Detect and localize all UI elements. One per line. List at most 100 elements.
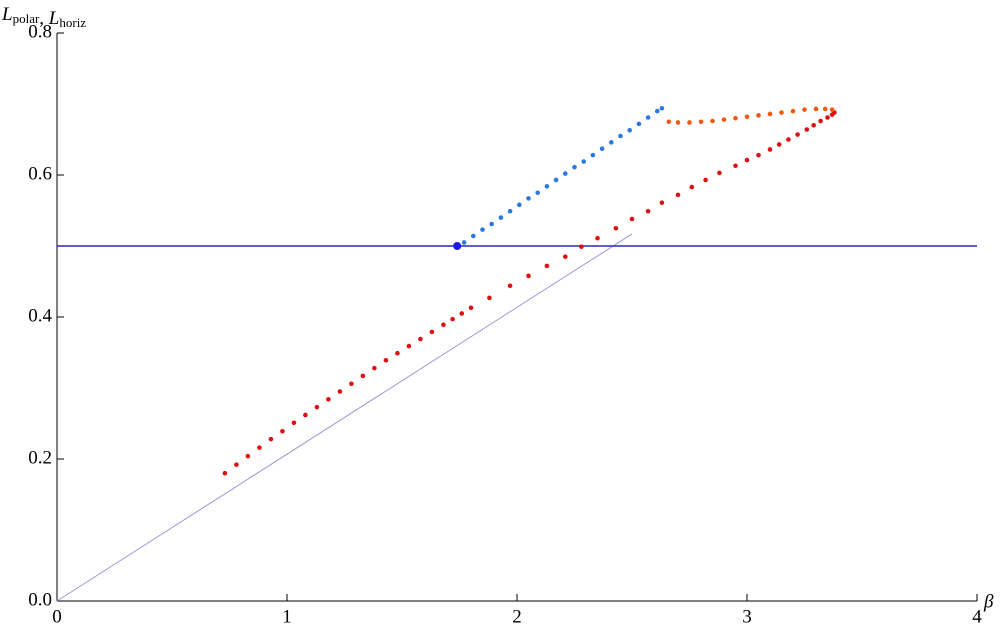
point xyxy=(687,120,692,125)
point xyxy=(825,115,830,120)
point xyxy=(395,350,400,356)
point xyxy=(507,208,513,214)
point xyxy=(666,119,672,125)
y-label-separator: , xyxy=(39,8,49,29)
point xyxy=(733,115,738,121)
point xyxy=(629,216,635,222)
point xyxy=(544,184,550,189)
x-axis-label: β xyxy=(983,591,994,612)
point xyxy=(234,462,239,467)
point xyxy=(291,420,297,426)
point xyxy=(581,159,586,164)
point xyxy=(595,235,600,241)
line xyxy=(56,233,633,602)
x-tick-label: 4 xyxy=(972,606,982,627)
point xyxy=(429,329,435,335)
point xyxy=(767,147,773,152)
point xyxy=(360,373,366,379)
point xyxy=(498,215,504,220)
point xyxy=(599,146,605,152)
point xyxy=(222,470,228,476)
point xyxy=(655,108,660,114)
point xyxy=(563,254,568,259)
point xyxy=(507,283,513,289)
point xyxy=(553,177,559,183)
point xyxy=(627,127,632,133)
point xyxy=(698,119,704,125)
point xyxy=(349,381,354,387)
point xyxy=(717,170,722,176)
point xyxy=(468,305,474,311)
point xyxy=(721,117,727,122)
point xyxy=(779,110,784,115)
point xyxy=(372,365,377,371)
point xyxy=(829,107,835,112)
point xyxy=(804,127,810,132)
point xyxy=(450,316,455,322)
y-tick-label: 0.2 xyxy=(28,447,52,468)
point xyxy=(802,107,807,112)
point xyxy=(459,311,465,316)
point xyxy=(326,397,331,402)
point xyxy=(441,322,446,328)
point xyxy=(461,240,467,245)
point xyxy=(756,152,761,158)
point xyxy=(733,163,738,169)
x-tick-label: 3 xyxy=(742,606,752,627)
point xyxy=(710,118,715,124)
point xyxy=(303,412,308,418)
y-tick-label: 0.8 xyxy=(28,21,52,42)
point xyxy=(818,118,823,124)
point xyxy=(579,244,584,250)
point xyxy=(517,202,522,208)
point xyxy=(526,273,531,279)
point xyxy=(280,429,285,434)
point xyxy=(544,263,550,269)
y-tick-label: 0.6 xyxy=(28,163,52,184)
point xyxy=(337,389,343,394)
point xyxy=(618,133,623,139)
point xyxy=(813,106,819,112)
point xyxy=(268,436,274,442)
point xyxy=(453,242,462,250)
point xyxy=(563,171,568,176)
point xyxy=(795,132,800,137)
point xyxy=(418,336,423,342)
point xyxy=(245,453,251,459)
point xyxy=(756,113,761,118)
point xyxy=(609,140,614,145)
point xyxy=(526,196,531,201)
point xyxy=(471,233,476,239)
point xyxy=(613,225,619,231)
point xyxy=(659,105,665,111)
y-axis-label: Lpolar, Lhoriz xyxy=(1,4,86,30)
point xyxy=(767,111,773,117)
point xyxy=(786,137,791,142)
point xyxy=(675,120,681,125)
point xyxy=(659,200,665,205)
y-tick-label: 0.0 xyxy=(28,589,52,610)
y-label-symbol: L xyxy=(48,8,60,29)
y-label-subscript: horiz xyxy=(59,15,86,30)
point xyxy=(790,108,796,114)
point xyxy=(703,177,708,183)
point xyxy=(744,114,750,120)
point xyxy=(744,157,750,163)
point xyxy=(645,208,651,214)
point xyxy=(675,192,681,198)
point xyxy=(822,106,828,112)
point xyxy=(572,164,577,170)
point xyxy=(689,184,695,190)
point xyxy=(257,445,262,450)
x-tick-label: 0 xyxy=(52,606,62,627)
point xyxy=(480,227,485,232)
x-tick-label: 1 xyxy=(282,606,292,627)
point xyxy=(487,295,492,301)
point xyxy=(776,142,782,147)
point xyxy=(636,121,642,127)
y-label-symbol: L xyxy=(1,4,13,25)
point xyxy=(811,123,816,128)
point xyxy=(590,152,596,158)
point xyxy=(383,358,389,363)
